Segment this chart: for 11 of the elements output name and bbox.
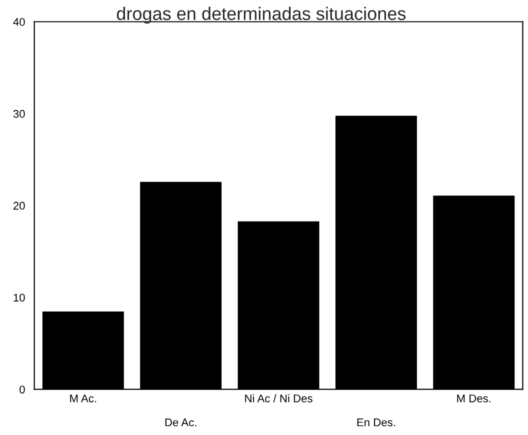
y-tick-label: 10 <box>14 294 25 302</box>
y-tick-label: 30 <box>13 110 25 118</box>
x-tick-label: En Des. <box>357 418 395 426</box>
y-tick-label: 20 <box>13 202 25 210</box>
y-tick-label: 40 <box>13 18 25 26</box>
x-tick-label: Ni Ac / Ni Des <box>245 394 312 402</box>
chart-title: drogas en determinadas situaciones <box>116 6 406 24</box>
y-tick-label: 0 <box>20 386 25 394</box>
x-tick-label: M Des. <box>457 394 490 402</box>
x-tick-label: De Ac. <box>165 418 196 426</box>
x-tick-label: M Ac. <box>70 394 96 402</box>
